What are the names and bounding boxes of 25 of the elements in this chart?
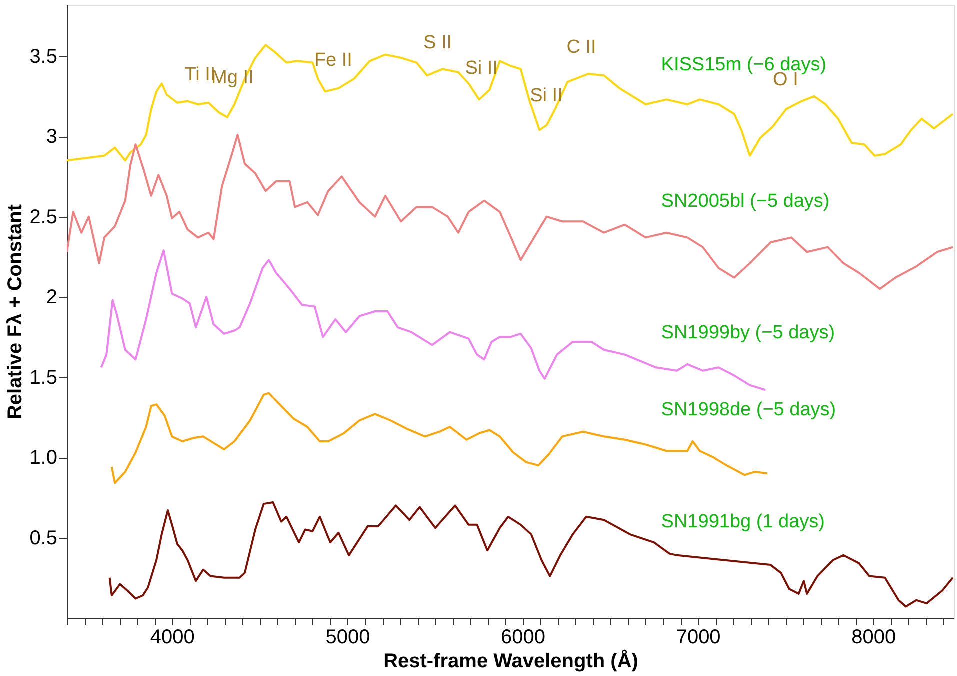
x-axis-title: Rest-frame Wavelength (Å) bbox=[384, 650, 638, 672]
x-tick-label: 5000 bbox=[326, 626, 370, 648]
annotation: S II bbox=[423, 32, 452, 54]
x-tick-label: 4000 bbox=[150, 626, 195, 648]
series-label: SN1999by (−5 days) bbox=[661, 322, 836, 344]
y-tick-label: 1.0 bbox=[30, 447, 58, 470]
annotation: Si II bbox=[465, 58, 498, 80]
x-tick-label: 7000 bbox=[676, 626, 721, 648]
y-tick-label: 2.5 bbox=[30, 206, 58, 228]
series-label: SN1991bg (1 days) bbox=[661, 512, 826, 533]
line-series bbox=[67, 134, 954, 290]
x-tick-label: 6000 bbox=[501, 626, 546, 648]
y-tick-label: 1.5 bbox=[30, 366, 58, 389]
annotation: C II bbox=[566, 37, 596, 58]
line-series bbox=[108, 501, 954, 608]
y-tick-label: 3.5 bbox=[30, 46, 58, 68]
y-tick-label: 0.5 bbox=[30, 527, 58, 550]
annotation: Si II bbox=[530, 85, 563, 106]
series-label: SN2005bl (−5 days) bbox=[661, 190, 830, 212]
y-tick-label: 3 bbox=[46, 126, 58, 148]
series-label: SN1998de (−5 days) bbox=[661, 399, 836, 420]
y-axis-title: Relative Fλ + Constant bbox=[4, 204, 27, 420]
x-tick-label: 8000 bbox=[852, 626, 896, 648]
y-tick-label: 2 bbox=[46, 286, 58, 309]
annotation: Fe II bbox=[314, 50, 352, 72]
